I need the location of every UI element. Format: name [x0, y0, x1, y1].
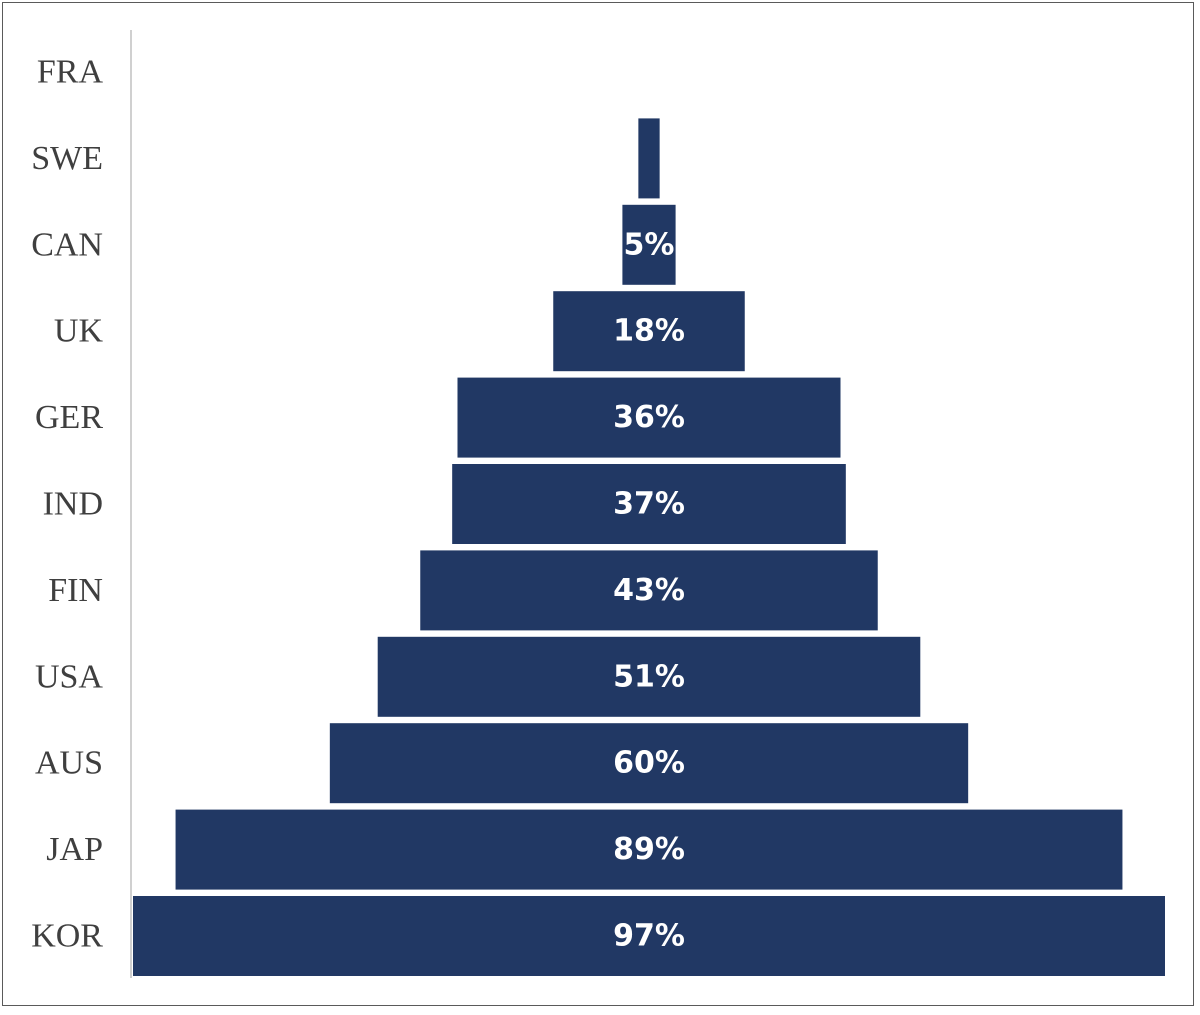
category-label-can: CAN — [31, 226, 103, 263]
category-label-fin: FIN — [48, 572, 103, 609]
value-label-can: 5% — [624, 227, 675, 262]
value-label-jap: 89% — [613, 832, 685, 867]
category-label-usa: USA — [35, 658, 103, 695]
value-label-ger: 36% — [613, 400, 685, 435]
bar-swe — [638, 118, 660, 199]
bars-group — [133, 118, 1165, 976]
bar-jap — [175, 809, 1123, 890]
category-label-kor: KOR — [31, 918, 103, 955]
value-label-usa: 51% — [613, 659, 685, 694]
bar-aus — [329, 723, 969, 804]
bar-ger — [457, 377, 841, 458]
bar-usa — [377, 636, 921, 717]
bar-kor — [133, 896, 1165, 976]
value-labels: 5% 18% 36% 37% 43% 51% 60% 89% 97% — [613, 227, 685, 953]
category-label-jap: JAP — [46, 831, 103, 868]
value-label-kor: 97% — [613, 919, 685, 954]
bar-ind — [452, 464, 846, 544]
value-label-fin: 43% — [613, 573, 685, 608]
category-labels: FRA SWE CAN UK GER IND FIN USA AUS JAP KOR — [31, 54, 103, 955]
value-label-aus: 60% — [613, 746, 685, 781]
value-label-uk: 18% — [613, 314, 685, 349]
bar-fin — [420, 550, 878, 631]
bar-can — [622, 204, 676, 285]
value-label-ind: 37% — [613, 487, 685, 522]
category-label-ind: IND — [43, 486, 103, 523]
bar-uk — [553, 291, 745, 372]
category-label-uk: UK — [54, 313, 104, 350]
category-label-fra: FRA — [37, 54, 104, 91]
category-label-swe: SWE — [31, 140, 103, 177]
category-label-aus: AUS — [35, 745, 103, 782]
category-label-ger: GER — [35, 399, 103, 436]
